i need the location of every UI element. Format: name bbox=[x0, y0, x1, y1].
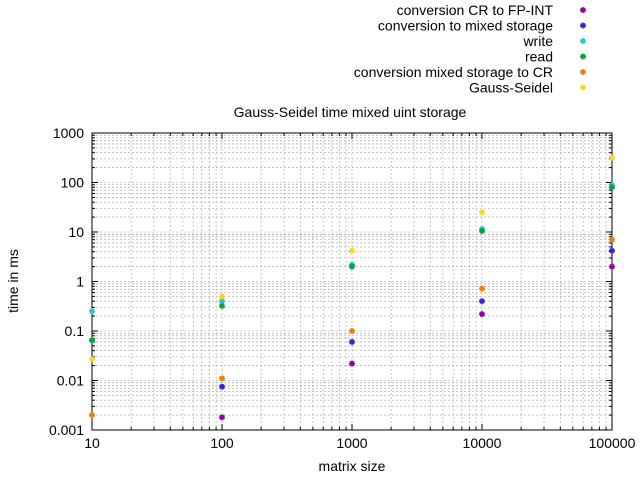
marker-core bbox=[610, 185, 614, 189]
data-point bbox=[609, 184, 615, 191]
data-point bbox=[349, 360, 355, 367]
data-point bbox=[479, 227, 485, 234]
legend-key bbox=[580, 7, 586, 13]
data-point bbox=[219, 302, 225, 309]
y-tick-label: 100 bbox=[61, 175, 85, 191]
marker-core bbox=[480, 287, 484, 290]
data-point bbox=[609, 236, 615, 243]
data-point bbox=[349, 328, 355, 334]
data-point bbox=[479, 209, 485, 216]
y-tick-label: 0.001 bbox=[49, 422, 84, 438]
marker-core bbox=[90, 357, 94, 361]
marker-core bbox=[610, 156, 614, 159]
y-tick-label: 1 bbox=[76, 274, 84, 290]
y-tick-label: 10 bbox=[68, 224, 84, 240]
data-point bbox=[349, 263, 355, 270]
marker-core bbox=[581, 39, 585, 43]
y-axis-label: time in ms bbox=[5, 249, 21, 313]
data-point bbox=[609, 247, 615, 254]
x-tick-label: 100 bbox=[210, 435, 234, 451]
marker-core bbox=[220, 377, 224, 380]
marker-core bbox=[610, 249, 614, 252]
data-point bbox=[349, 247, 355, 254]
x-tick-label: 1000 bbox=[336, 435, 367, 451]
marker-core bbox=[610, 265, 614, 268]
marker-core bbox=[480, 229, 484, 233]
data-point bbox=[219, 375, 225, 382]
legend-key bbox=[580, 84, 586, 91]
data-point bbox=[349, 338, 355, 345]
data-point bbox=[219, 293, 225, 300]
marker-core bbox=[610, 238, 614, 241]
data-point bbox=[479, 311, 485, 318]
marker-core bbox=[581, 86, 585, 89]
data-point bbox=[479, 298, 485, 305]
marker-core bbox=[220, 385, 224, 388]
marker-core bbox=[350, 340, 354, 344]
x-tick-label: 10000 bbox=[463, 435, 502, 451]
data-point bbox=[219, 383, 225, 390]
marker-core bbox=[480, 299, 484, 303]
marker-core bbox=[90, 310, 94, 313]
axis-ticks: 10 100 1000 10000 100000 0.001 0.01 0.1 1 10 100 10… bbox=[49, 125, 636, 451]
marker-core bbox=[90, 413, 94, 417]
marker-core bbox=[220, 416, 224, 419]
legend-label: conversion mixed storage to CR bbox=[354, 64, 553, 80]
data-points bbox=[89, 154, 615, 421]
data-point bbox=[89, 337, 95, 344]
legend-label: conversion to mixed storage bbox=[378, 18, 553, 34]
marker-core bbox=[220, 299, 224, 303]
data-point bbox=[89, 356, 95, 363]
data-point bbox=[219, 414, 225, 421]
marker-core bbox=[350, 329, 354, 333]
legend-key bbox=[580, 69, 586, 75]
legend-key bbox=[580, 22, 586, 29]
marker-core bbox=[350, 249, 354, 252]
marker-core bbox=[220, 295, 224, 298]
data-point bbox=[89, 412, 95, 419]
marker-core bbox=[90, 338, 94, 342]
legend-label: Gauss-Seidel bbox=[469, 80, 553, 96]
legend-key bbox=[580, 53, 586, 60]
legend-key bbox=[580, 38, 586, 44]
x-axis-label: matrix size bbox=[319, 458, 386, 474]
data-point bbox=[89, 308, 95, 315]
grid-lines bbox=[92, 133, 612, 430]
marker-core bbox=[480, 312, 484, 316]
y-tick-label: 0.1 bbox=[65, 323, 85, 339]
chart-title: Gauss-Seidel time mixed uint storage bbox=[234, 104, 467, 120]
x-tick-label: 10 bbox=[84, 435, 100, 451]
legend-label: read bbox=[525, 49, 553, 65]
marker-core bbox=[581, 70, 585, 74]
legend-label: conversion CR to FP-INT bbox=[397, 2, 554, 18]
marker-core bbox=[581, 55, 585, 58]
y-tick-label: 1000 bbox=[53, 125, 84, 141]
data-point bbox=[609, 263, 615, 270]
data-point bbox=[479, 285, 485, 292]
marker-core bbox=[581, 8, 585, 12]
y-tick-label: 0.01 bbox=[57, 373, 84, 389]
marker-core bbox=[581, 24, 585, 27]
data-point bbox=[609, 154, 615, 161]
marker-core bbox=[480, 211, 484, 214]
marker-core bbox=[220, 304, 224, 308]
legend-label: write bbox=[522, 33, 553, 49]
marker-core bbox=[350, 362, 354, 365]
marker-core bbox=[350, 265, 354, 268]
x-tick-label: 100000 bbox=[589, 435, 636, 451]
